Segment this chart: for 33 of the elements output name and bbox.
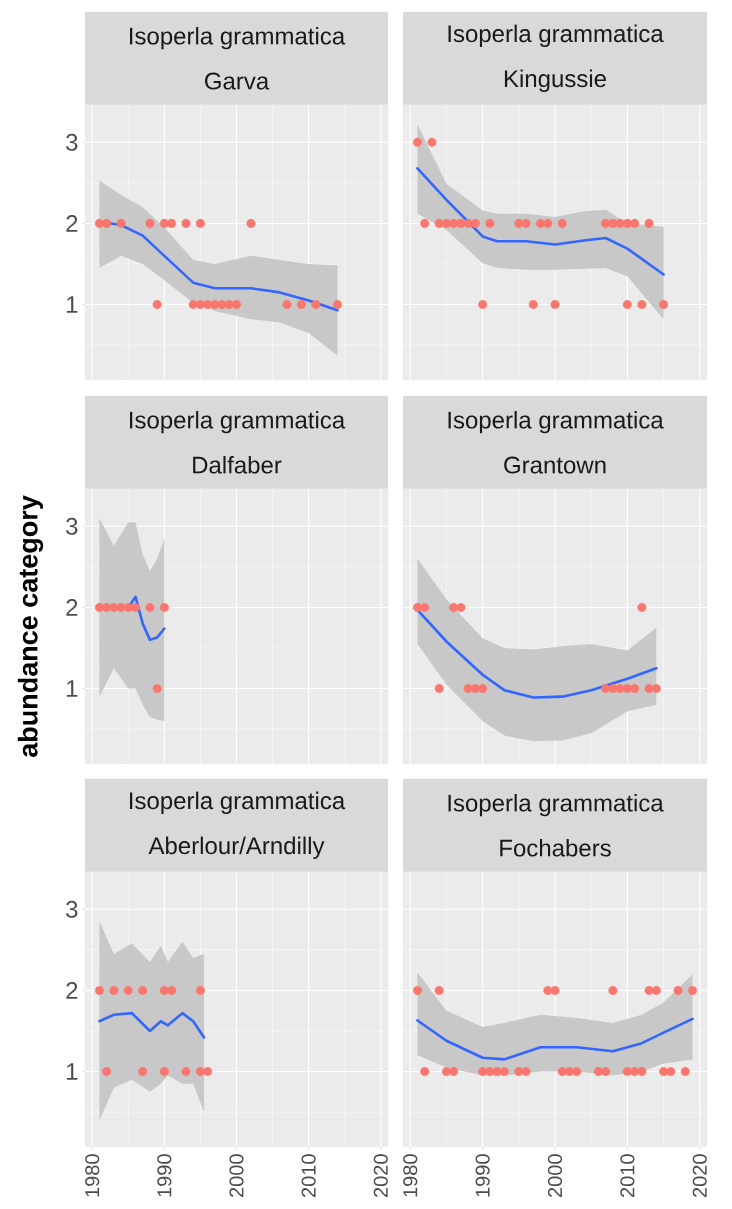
line-series xyxy=(98,1011,206,1039)
y-tick-label: 2 xyxy=(66,599,78,616)
chart-title: Isoperla grammatica xyxy=(130,26,346,50)
chart-title: Isoperla grammatica xyxy=(448,410,664,434)
y-tick-label: 1 xyxy=(66,680,78,697)
chart-subtitle: Aberlour/Arndilly xyxy=(148,836,325,859)
y-tick-label: 3 xyxy=(66,517,78,535)
y-tick-label: 3 xyxy=(66,900,78,918)
chart-subtitle: Kingussie xyxy=(504,69,606,92)
x-tick-label: 1980 xyxy=(403,1154,418,1197)
chart-title: Isoperla grammatica xyxy=(130,410,346,434)
x-tick-label: 2010 xyxy=(620,1154,635,1198)
x-tick-label: 2020 xyxy=(373,1154,388,1198)
x-tick-label: 1980 xyxy=(85,1154,100,1197)
y-tick-label: 3 xyxy=(66,133,78,151)
y-tick-label: 1 xyxy=(66,1063,78,1080)
x-tick-label: 2000 xyxy=(229,1154,244,1198)
x-tick-label: 2000 xyxy=(547,1154,563,1198)
chart-subtitle: Fochabers xyxy=(500,838,611,857)
x-tick-label: 2020 xyxy=(692,1154,707,1198)
y-tick-label: 1 xyxy=(66,296,78,313)
chart-title: Isoperla grammatica xyxy=(130,791,346,814)
y-tick-label: 2 xyxy=(66,215,78,232)
chart-subtitle: Grantown xyxy=(504,456,606,474)
chart-title: Isoperla grammatica xyxy=(448,793,664,817)
y-axis-title: abundance category xyxy=(17,495,44,757)
x-tick-label: 2010 xyxy=(301,1154,316,1198)
x-tick-label: 1990 xyxy=(157,1154,172,1197)
chart-subtitle: Garva xyxy=(205,72,270,90)
x-tick-label: 1990 xyxy=(475,1154,490,1197)
y-tick-label: 2 xyxy=(66,982,78,999)
chart-subtitle: Dalfaber xyxy=(193,455,282,474)
chart-title: Isoperla grammatica xyxy=(448,24,664,47)
